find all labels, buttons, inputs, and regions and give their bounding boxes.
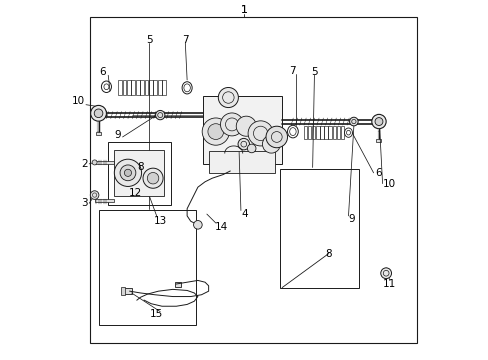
Text: 9: 9: [348, 215, 355, 224]
Text: 14: 14: [214, 222, 227, 231]
Bar: [320, 126, 323, 139]
Text: 10: 10: [383, 179, 395, 189]
Bar: [131, 80, 135, 95]
Text: 5: 5: [146, 35, 152, 45]
Bar: [280, 169, 359, 288]
Circle shape: [94, 109, 102, 118]
Text: 13: 13: [153, 216, 166, 226]
Text: 1: 1: [241, 5, 247, 15]
Circle shape: [90, 105, 106, 121]
Bar: [149, 80, 153, 95]
Bar: [303, 126, 306, 139]
Text: 9: 9: [114, 130, 120, 140]
Text: 7: 7: [182, 35, 188, 45]
Bar: [336, 126, 340, 139]
Bar: [307, 126, 311, 139]
Bar: [208, 151, 274, 173]
Circle shape: [202, 118, 229, 145]
Bar: [311, 126, 315, 139]
Text: 6: 6: [375, 168, 382, 178]
Bar: [144, 80, 148, 95]
Circle shape: [262, 135, 280, 153]
Bar: [162, 80, 166, 95]
Text: 2: 2: [81, 159, 88, 169]
Bar: [121, 287, 125, 295]
Bar: [113, 149, 163, 196]
Bar: [122, 80, 126, 95]
Circle shape: [236, 116, 256, 136]
Circle shape: [265, 126, 287, 148]
Circle shape: [380, 268, 391, 279]
Circle shape: [120, 165, 136, 181]
Text: 10: 10: [72, 96, 85, 106]
Text: 8: 8: [137, 162, 143, 172]
Bar: [140, 80, 144, 95]
Circle shape: [142, 168, 163, 188]
Circle shape: [218, 87, 238, 108]
Circle shape: [155, 111, 164, 120]
Circle shape: [124, 169, 131, 176]
Text: 15: 15: [150, 310, 163, 319]
Bar: [94, 161, 114, 164]
Bar: [332, 126, 335, 139]
Bar: [108, 142, 171, 205]
Circle shape: [371, 114, 386, 129]
Text: 11: 11: [382, 279, 396, 289]
Circle shape: [193, 221, 202, 229]
Text: 1: 1: [241, 5, 247, 15]
Bar: [158, 80, 162, 95]
Bar: [340, 126, 344, 139]
Text: 7: 7: [289, 66, 296, 76]
Bar: [376, 139, 381, 141]
Circle shape: [92, 160, 97, 165]
Circle shape: [247, 144, 255, 153]
Text: 3: 3: [81, 198, 88, 208]
Text: 5: 5: [310, 67, 317, 77]
Bar: [174, 282, 181, 287]
Circle shape: [247, 121, 273, 146]
Bar: [315, 126, 319, 139]
Bar: [136, 80, 140, 95]
Text: 4: 4: [241, 209, 247, 219]
Bar: [94, 199, 114, 202]
Circle shape: [374, 118, 382, 126]
Bar: [324, 126, 327, 139]
Bar: [96, 132, 101, 135]
Circle shape: [90, 191, 99, 199]
Bar: [124, 288, 132, 294]
Bar: [127, 80, 131, 95]
Circle shape: [220, 113, 243, 136]
Bar: [118, 80, 122, 95]
Bar: [99, 211, 196, 325]
Text: 6: 6: [100, 67, 106, 77]
Text: 8: 8: [325, 248, 331, 258]
Text: 12: 12: [128, 188, 142, 198]
Circle shape: [207, 124, 223, 139]
Circle shape: [114, 159, 142, 186]
Circle shape: [349, 117, 357, 126]
Bar: [203, 96, 282, 164]
Circle shape: [238, 138, 249, 150]
Bar: [328, 126, 331, 139]
Circle shape: [147, 172, 159, 184]
Bar: [153, 80, 157, 95]
